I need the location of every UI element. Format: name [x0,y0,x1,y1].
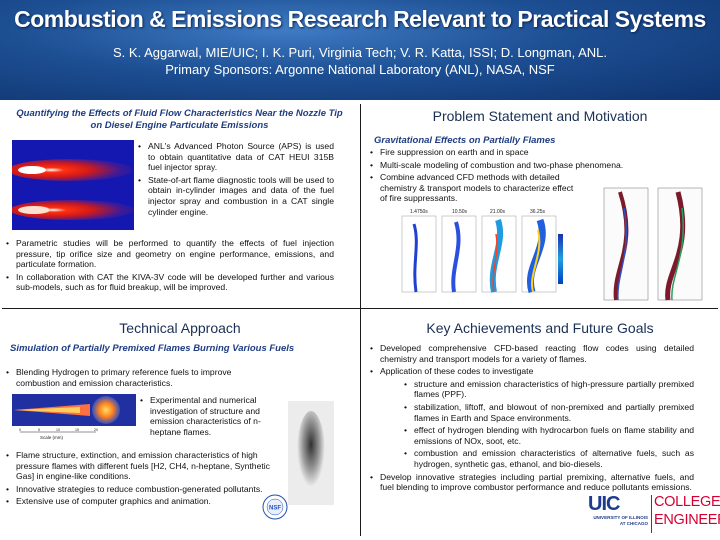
q3-bullet-top: Blending Hydrogen to primary reference f… [6,367,276,390]
list-item: Parametric studies will be performed to … [6,238,334,270]
q1-right-bullets: ANL's Advanced Photon Source (APS) is us… [138,141,334,219]
authors-line: S. K. Aggarwal, MIE/UIC; I. K. Puri, Vir… [113,45,607,60]
scale-tick-label: 0 [19,428,21,432]
panel-label: 1.4750s [410,209,428,215]
scale-tick-label: 10 [56,428,60,432]
flame-field-plots [598,178,710,304]
q3-title: Technical Approach [119,320,241,336]
list-item: Application of these codes to investigat… [370,366,694,377]
q1-bullets: Parametric studies will be performed to … [6,238,334,295]
list-item: Extensive use of computer graphics and a… [6,496,274,507]
list-item: Fire suppression on earth and in space [370,147,712,158]
poster-title: Combustion & Emissions Research Relevant… [14,6,706,32]
list-item: Flame structure, extinction, and emissio… [6,450,274,482]
scale-label: Scale (mm) [40,435,64,440]
uic-wordmark: UIC [588,493,620,515]
q4-bullets: Developed comprehensive CFD-based reacti… [370,343,694,495]
nsf-label: NSF [269,506,281,512]
list-item: Innovative strategies to reduce combusti… [6,484,274,495]
q3-bullet-mid: Experimental and numerical investigation… [140,395,282,439]
uic-logo: UIC UNIVERSITY OF ILLINOIS AT CHICAGO CO… [586,493,720,537]
author-block: S. K. Aggarwal, MIE/UIC; I. K. Puri, Vir… [0,44,720,78]
list-item: ANL's Advanced Photon Source (APS) is us… [138,141,334,173]
engineering-line: ENGINEERING [654,512,720,528]
soot-image [288,401,334,505]
nsf-logo: NSF [262,494,288,520]
horizontal-divider [2,308,718,309]
list-item: In collaboration with CAT the KIVA-3V co… [6,272,334,293]
sub-list-item: combustion and emission characteristics … [404,448,694,469]
flame-structure-image: Scale (mm) 0 5 10 15 20 [12,394,136,440]
univ-line: UNIVERSITY OF ILLINOIS [593,515,648,520]
list-item: Developed comprehensive CFD-based reacti… [370,343,694,364]
list-item: Experimental and numerical investigation… [140,395,282,437]
list-item: Multi-scale modeling of combustion and t… [370,160,712,171]
list-item: Combine advanced CFD methods with detail… [370,172,580,204]
q4-title: Key Achievements and Future Goals [426,320,654,336]
list-item: Blending Hydrogen to primary reference f… [6,367,276,388]
scale-tick-label: 5 [38,428,40,432]
college-line: COLLEGE OF [654,494,720,510]
poster-header: Combustion & Emissions Research Relevant… [0,0,720,100]
q3-bullets-bottom: Flame structure, extinction, and emissio… [6,450,274,509]
sub-list-item: structure and emission characteristics o… [404,379,694,400]
scale-tick-label: 15 [75,428,79,432]
sponsors-line: Primary Sponsors: Argonne National Labor… [165,62,555,77]
q2-bullets: Fire suppression on earth and in space M… [370,147,712,206]
red-divider [651,495,652,533]
sub-list-item: stabilization, liftoff, and blowout of n… [404,402,694,423]
vertical-divider [360,104,361,536]
panel-label: 36.25s [530,209,546,215]
q1-subtitle: Quantifying the Effects of Fluid Flow Ch… [16,108,343,131]
sub-list-item: effect of hydrogen blending with hydroca… [404,425,694,446]
spray-image [12,140,134,230]
q2-title: Problem Statement and Motivation [432,108,648,124]
q3-subtitle: Simulation of Partially Premixed Flames … [10,343,295,354]
q2-subtitle: Gravitational Effects on Partially Flame… [374,135,556,146]
scale-tick-label: 20 [94,428,98,432]
chicago-line: AT CHICAGO [619,521,648,526]
panel-label: 10.50s [452,209,468,215]
list-item: State-of-art flame diagnostic tools will… [138,175,334,217]
flame-simulation-panels: 1.4750s 10.50s 21.00s 36.25s [390,204,566,302]
panel-label: 21.00s [490,209,506,215]
list-item: Develop innovative strategies including … [370,472,694,493]
